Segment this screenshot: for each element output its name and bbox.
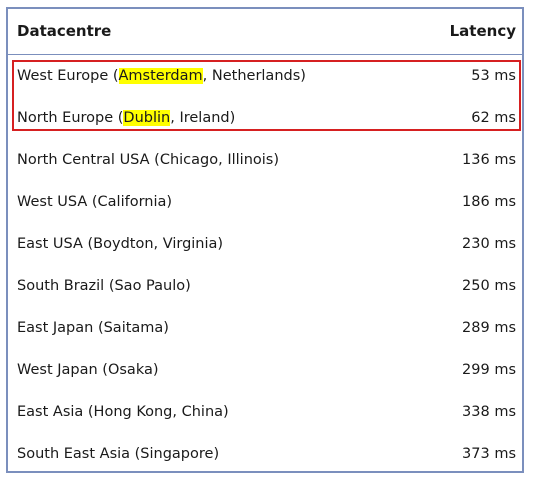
table-row: East Japan (Saitama) 289 ms bbox=[8, 307, 522, 349]
latency-value: 299 ms bbox=[462, 362, 516, 378]
location-suffix: , Netherlands) bbox=[202, 68, 306, 84]
latency-value: 289 ms bbox=[462, 320, 516, 336]
table-row: North Central USA (Chicago, Illinois) 13… bbox=[8, 139, 522, 181]
table-row: South East Asia (Singapore) 373 ms bbox=[8, 433, 522, 475]
location-prefix: North Europe ( bbox=[17, 110, 124, 126]
table-row: West Japan (Osaka) 299 ms bbox=[8, 349, 522, 391]
latency-value: 136 ms bbox=[462, 152, 516, 168]
datacentre-name: South Brazil (Sao Paulo) bbox=[17, 278, 191, 294]
location-prefix: West Europe ( bbox=[17, 68, 119, 84]
table-row: North Europe (Dublin, Ireland) 62 ms bbox=[8, 97, 522, 139]
datacentre-name: North Europe (Dublin, Ireland) bbox=[17, 109, 235, 127]
latency-table: Datacentre Latency West Europe (Amsterda… bbox=[6, 7, 524, 473]
latency-value: 62 ms bbox=[471, 110, 516, 126]
datacentre-name: East Asia (Hong Kong, China) bbox=[17, 404, 229, 420]
latency-value: 373 ms bbox=[462, 446, 516, 462]
datacentre-name: North Central USA (Chicago, Illinois) bbox=[17, 152, 279, 168]
datacentre-name: West Japan (Osaka) bbox=[17, 362, 159, 378]
latency-value: 53 ms bbox=[471, 68, 516, 84]
datacentre-name: East USA (Boydton, Virginia) bbox=[17, 236, 224, 252]
table-row: West USA (California) 186 ms bbox=[8, 181, 522, 223]
datacentre-column-header: Datacentre bbox=[17, 22, 112, 40]
highlighted-city: Amsterdam bbox=[118, 68, 203, 84]
latency-value: 338 ms bbox=[462, 404, 516, 420]
latency-column-header: Latency bbox=[449, 22, 516, 40]
table-row: South Brazil (Sao Paulo) 250 ms bbox=[8, 265, 522, 307]
table-row: West Europe (Amsterdam, Netherlands) 53 … bbox=[8, 55, 522, 97]
table-row: East Asia (Hong Kong, China) 338 ms bbox=[8, 391, 522, 433]
latency-value: 186 ms bbox=[462, 194, 516, 210]
table-header: Datacentre Latency bbox=[8, 9, 522, 55]
datacentre-name: East Japan (Saitama) bbox=[17, 320, 169, 336]
highlighted-city: Dublin bbox=[123, 110, 171, 126]
table-row: East USA (Boydton, Virginia) 230 ms bbox=[8, 223, 522, 265]
location-suffix: , Ireland) bbox=[170, 110, 236, 126]
latency-value: 250 ms bbox=[462, 278, 516, 294]
datacentre-name: West USA (California) bbox=[17, 194, 173, 210]
latency-value: 230 ms bbox=[462, 236, 516, 252]
datacentre-name: West Europe (Amsterdam, Netherlands) bbox=[17, 67, 306, 85]
datacentre-name: South East Asia (Singapore) bbox=[17, 446, 220, 462]
